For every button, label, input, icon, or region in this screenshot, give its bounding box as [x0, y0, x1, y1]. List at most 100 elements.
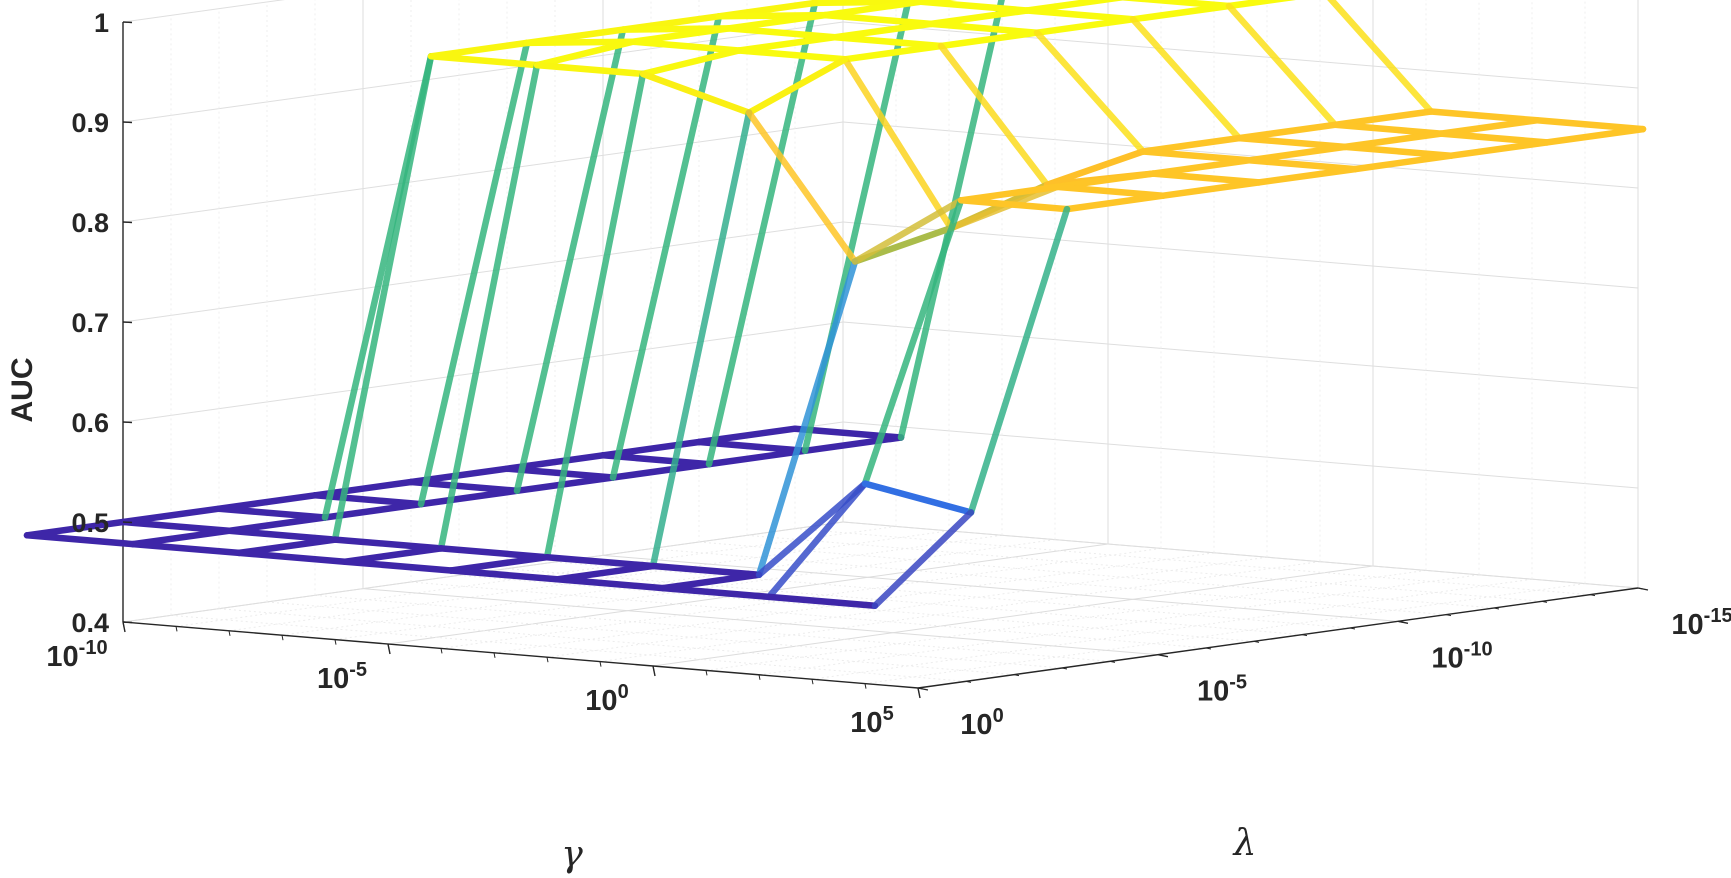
floor-gridline-lambda	[314, 594, 1111, 662]
axes-grid	[122, 0, 1639, 689]
floor-gridline-gamma	[652, 565, 1374, 667]
surface-mesh-edge	[649, 562, 763, 579]
gamma-tick-label: 10-10	[46, 637, 107, 673]
surface-mesh-edge	[947, 183, 1061, 232]
floor-gridline-gamma	[493, 552, 1215, 654]
surface-mesh-edge	[533, 61, 647, 78]
lambda-axis-label: λ	[1232, 823, 1257, 864]
right-wall-gridline	[842, 121, 1639, 189]
surface-mesh-edge	[427, 39, 531, 60]
surface-mesh-edge	[1255, 165, 1359, 186]
surface-mesh-edge	[1023, 0, 1125, 14]
surface-mesh-edge	[937, 42, 1051, 189]
surface-mesh-edge	[861, 480, 975, 516]
surface-mesh-edge	[1543, 125, 1647, 146]
z-tick-mark	[122, 521, 133, 524]
surface-mesh-edge	[129, 527, 233, 548]
gamma-minor-tick	[758, 674, 761, 680]
gamma-minor-tick	[175, 626, 178, 632]
surface-mesh-edge	[1341, 143, 1455, 159]
floor-gridline-gamma	[281, 534, 1003, 636]
gamma-minor-tick	[864, 683, 867, 689]
gamma-axis-line	[122, 621, 919, 689]
surface-mesh-edge	[1159, 179, 1263, 199]
surface-mesh-edge	[1245, 157, 1359, 173]
right-wall-gridline	[842, 421, 1639, 489]
surface-mesh-edge	[341, 545, 445, 565]
surface-mesh-edge	[639, 70, 753, 116]
surface-mesh-edge	[957, 183, 1061, 204]
surface-mesh-edge	[1351, 152, 1455, 173]
floor-gridline-lambda	[170, 614, 967, 682]
surface-mesh-edge	[1149, 170, 1263, 186]
z-tick-mark	[122, 421, 133, 424]
surface-mesh-edge	[725, 25, 839, 41]
surface-mesh-edge	[927, 20, 1041, 36]
surface-mesh-edge	[1149, 157, 1253, 177]
floor-gridline-gamma	[546, 556, 1268, 658]
right-wall-gridline	[842, 521, 1639, 589]
surface-mesh-edge	[1053, 170, 1157, 191]
lambda-minor-tick	[965, 680, 972, 683]
gamma-tick-label: 10-5	[317, 659, 367, 695]
surface-mesh-edge	[23, 532, 137, 548]
surface-mesh-edge	[1053, 183, 1167, 199]
z-tick-mark	[122, 121, 133, 124]
lambda-tick-label: 10-5	[1197, 672, 1247, 708]
surface-mesh-edge	[1129, 2, 1233, 23]
lambda-tick-label: 10-15	[1671, 605, 1731, 641]
surface-mesh-edge	[1437, 130, 1551, 146]
gamma-minor-tick	[493, 652, 496, 658]
surface-mesh-edge	[129, 540, 243, 557]
gamma-minor-tick	[387, 643, 390, 650]
z-tick-mark	[122, 321, 133, 324]
surface-mesh-edge	[513, 474, 617, 495]
surface-mesh-edge	[821, 11, 935, 28]
surface-mesh-edge	[649, 109, 753, 570]
surface-mesh-edge	[1129, 16, 1243, 142]
floor-gridline-lambda	[266, 601, 1063, 669]
surface-mesh-edge	[1235, 121, 1339, 142]
left-wall-gridline	[122, 21, 844, 123]
lambda-tick-label: 10-10	[1431, 638, 1492, 674]
floor-gridline-gamma	[175, 525, 897, 627]
surface-mesh-edge	[1327, 0, 1435, 115]
lambda-minor-tick	[1541, 600, 1548, 603]
gamma-axis-label: γ	[561, 834, 583, 875]
surface-mesh-edge	[957, 197, 1071, 213]
surface-mesh-edge	[437, 545, 551, 561]
floor-gridline-gamma	[599, 561, 1321, 663]
left-wall-gridline	[122, 0, 286, 23]
gamma-minor-tick	[652, 665, 655, 672]
surface-mesh-edge	[705, 0, 819, 468]
surface-mesh-edge	[609, 460, 713, 481]
surface-mesh-edge	[331, 536, 445, 552]
surface-mesh-edge	[755, 258, 859, 579]
floor-gridline-lambda	[410, 581, 1207, 649]
right-wall-gridline	[842, 321, 1639, 389]
lambda-minor-tick	[1157, 654, 1164, 657]
lambda-minor-tick	[1397, 620, 1404, 623]
surface-mesh-edge	[1225, 0, 1296, 10]
lambda-minor-tick	[1205, 647, 1212, 650]
left-wall-gridline	[122, 321, 844, 423]
lambda-minor-tick	[917, 687, 924, 690]
surface-mesh-edge	[427, 53, 541, 69]
surface-mesh-edge	[215, 492, 319, 512]
z-tick-label: 0.7	[71, 308, 109, 338]
surface-mesh-edge	[765, 480, 869, 601]
surface-mesh-edge	[861, 197, 965, 487]
z-tick-label: 0.4	[71, 608, 109, 638]
surface-mesh-edge	[119, 505, 223, 526]
surface-mesh-edge	[831, 20, 935, 41]
surface-mesh-edge	[659, 571, 763, 592]
surface-mesh-edge	[755, 480, 869, 579]
surface-mesh-edge	[821, 0, 925, 19]
surface-mesh-edge	[119, 518, 233, 535]
gamma-minor-tick	[440, 648, 443, 654]
surface-mesh-edge	[1033, 16, 1137, 36]
gamma-minor-tick	[705, 670, 708, 676]
surface-mesh-edge	[1331, 108, 1435, 129]
surface-mesh-edge	[215, 505, 329, 521]
